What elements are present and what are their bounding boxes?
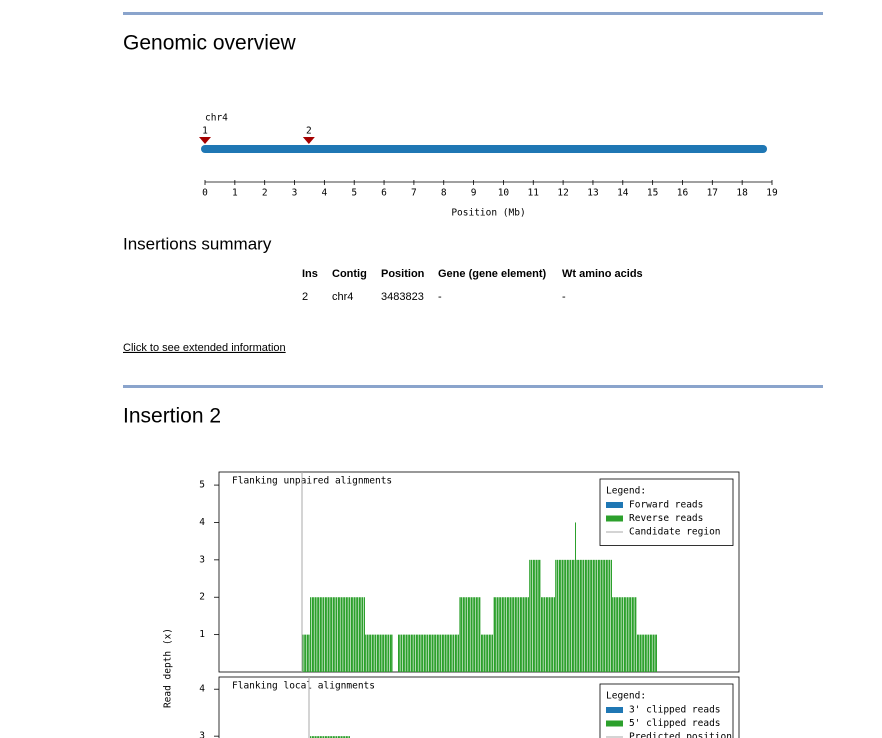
x-tick-label: 19 xyxy=(766,188,778,199)
bar xyxy=(310,736,350,738)
y-axis-label: Read depth (x) xyxy=(163,628,174,708)
y-tick-label: 2 xyxy=(199,592,205,603)
table-header: Gene (gene element) xyxy=(438,268,547,280)
table-cell: 2 xyxy=(302,291,308,303)
x-tick-label: 17 xyxy=(707,188,718,199)
x-tick-label: 7 xyxy=(411,188,417,199)
y-tick-label: 4 xyxy=(199,517,205,528)
bar xyxy=(481,634,493,672)
y-tick-label: 3 xyxy=(199,731,205,738)
plot-frame xyxy=(218,676,740,738)
bar xyxy=(637,634,657,672)
x-axis-label: Position (Mb) xyxy=(451,208,525,219)
extended-info-link[interactable]: Click to see extended information xyxy=(123,342,286,354)
table-header: Wt amino acids xyxy=(562,268,643,280)
bar xyxy=(493,597,529,672)
legend-title: Legend: xyxy=(606,691,646,702)
table-cell: - xyxy=(438,291,442,303)
subsection-title: Insertions summary xyxy=(123,234,272,253)
marker-label: 2 xyxy=(306,126,312,137)
bar xyxy=(555,559,575,672)
x-tick-label: 8 xyxy=(441,188,447,199)
table-header: Ins xyxy=(302,268,318,280)
section-title: Genomic overview xyxy=(123,32,297,55)
legend-label: 3' clipped reads xyxy=(629,705,721,716)
panel-title: Flanking local alignments xyxy=(232,681,375,692)
x-tick-label: 9 xyxy=(471,188,477,199)
y-tick-label: 3 xyxy=(199,554,205,565)
x-tick-label: 2 xyxy=(262,188,268,199)
legend-label: 5' clipped reads xyxy=(629,718,721,729)
bar xyxy=(398,634,459,672)
x-tick-label: 13 xyxy=(587,188,598,199)
bar xyxy=(612,597,637,672)
legend-swatch xyxy=(606,515,623,522)
legend-swatch xyxy=(606,707,623,713)
bar xyxy=(529,559,541,672)
y-tick-label: 5 xyxy=(199,480,205,491)
y-tick-label: 4 xyxy=(199,684,205,695)
legend-label: Reverse reads xyxy=(629,513,703,524)
x-tick-label: 18 xyxy=(736,188,748,199)
x-tick-label: 4 xyxy=(322,188,328,199)
table-cell: 3483823 xyxy=(381,291,424,303)
legend-swatch xyxy=(606,502,623,508)
bar xyxy=(365,634,393,672)
section-rule xyxy=(123,385,823,388)
insertion-marker xyxy=(302,137,315,144)
x-tick-label: 11 xyxy=(528,188,540,199)
x-tick-label: 15 xyxy=(647,188,658,199)
x-tick-label: 3 xyxy=(292,188,298,199)
bar xyxy=(576,559,612,672)
section-rule xyxy=(123,12,823,15)
insertion-marker xyxy=(199,137,211,144)
bar xyxy=(310,597,365,672)
bar xyxy=(459,597,481,672)
panel-title: Flanking unpaired alignments xyxy=(232,476,392,487)
x-tick-label: 6 xyxy=(381,188,387,199)
bar xyxy=(541,597,555,672)
legend-title: Legend: xyxy=(606,486,646,497)
legend-label: Candidate region xyxy=(629,527,721,538)
legend-box xyxy=(599,478,734,546)
table-cell: chr4 xyxy=(332,291,353,303)
table-header: Contig xyxy=(332,268,367,280)
contig-label: chr4 xyxy=(205,113,228,124)
y-tick-label: 1 xyxy=(199,629,205,640)
x-tick-label: 10 xyxy=(498,188,510,199)
bar xyxy=(302,634,310,672)
legend-label: Forward reads xyxy=(629,500,703,511)
x-tick-label: 12 xyxy=(557,188,568,199)
table-header: Position xyxy=(381,268,425,280)
x-tick-label: 14 xyxy=(617,188,629,199)
legend-swatch xyxy=(606,720,623,727)
bar xyxy=(575,522,576,672)
section-title: Insertion 2 xyxy=(123,405,221,428)
x-tick-label: 0 xyxy=(202,188,208,199)
x-tick-label: 1 xyxy=(232,188,238,199)
x-tick-label: 16 xyxy=(677,188,689,199)
legend-label: Predicted position xyxy=(629,732,732,738)
marker-label: 1 xyxy=(202,126,208,137)
table-cell: - xyxy=(562,291,566,303)
x-tick-label: 5 xyxy=(351,188,357,199)
